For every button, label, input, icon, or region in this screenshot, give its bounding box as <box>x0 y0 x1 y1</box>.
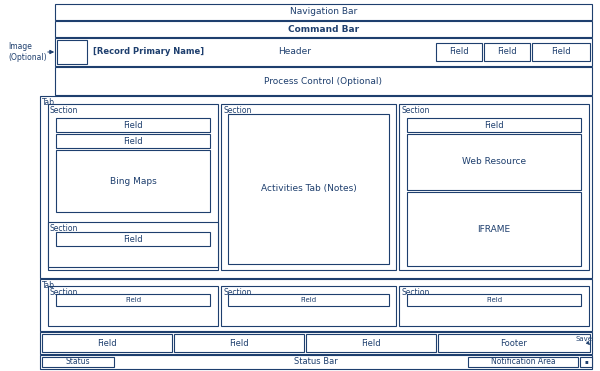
Bar <box>40 355 592 369</box>
Text: Save: Save <box>575 336 592 342</box>
Bar <box>40 279 592 331</box>
Text: Tab: Tab <box>42 281 55 290</box>
Text: Field: Field <box>484 121 504 129</box>
Bar <box>407 192 581 266</box>
Bar <box>306 334 436 352</box>
Bar <box>56 118 210 132</box>
Bar <box>56 134 210 148</box>
Bar <box>532 43 590 61</box>
Bar <box>228 294 389 306</box>
Text: Field: Field <box>125 297 141 303</box>
Bar <box>55 21 592 37</box>
Text: Field: Field <box>123 137 143 145</box>
Bar <box>40 332 592 354</box>
Text: Field: Field <box>123 121 143 129</box>
Text: Process Control (Optional): Process Control (Optional) <box>265 76 383 85</box>
Text: Field: Field <box>301 297 317 303</box>
Text: Section: Section <box>223 288 251 297</box>
Bar <box>399 104 589 270</box>
Bar <box>56 150 210 212</box>
Text: Navigation Bar: Navigation Bar <box>290 7 357 16</box>
Text: Section: Section <box>50 288 79 297</box>
Bar <box>221 104 396 270</box>
Text: Field: Field <box>449 47 469 56</box>
Text: Bing Maps: Bing Maps <box>110 177 157 186</box>
Bar <box>42 357 114 367</box>
Text: Field: Field <box>361 338 381 348</box>
Bar <box>48 286 218 326</box>
Text: Tab: Tab <box>42 98 55 107</box>
Text: Field: Field <box>497 47 517 56</box>
Text: [Record Primary Name]: [Record Primary Name] <box>93 47 204 56</box>
Text: Field: Field <box>123 234 143 243</box>
Text: Notification Area: Notification Area <box>491 358 556 367</box>
Bar <box>399 286 589 326</box>
Text: Section: Section <box>401 288 430 297</box>
Bar <box>55 38 592 66</box>
Bar <box>407 118 581 132</box>
Bar <box>56 294 210 306</box>
Bar <box>56 232 210 246</box>
Bar <box>580 357 592 367</box>
Bar <box>484 43 530 61</box>
Text: Section: Section <box>50 224 79 233</box>
Bar <box>407 294 581 306</box>
Bar <box>48 222 218 267</box>
Text: Command Bar: Command Bar <box>288 24 359 33</box>
Text: Section: Section <box>50 106 79 115</box>
Text: Field: Field <box>97 338 117 348</box>
Bar <box>57 40 87 64</box>
Text: IFRAME: IFRAME <box>478 224 511 233</box>
Bar <box>42 334 172 352</box>
Text: Status Bar: Status Bar <box>294 358 338 367</box>
Text: Section: Section <box>401 106 430 115</box>
Text: Field: Field <box>486 297 502 303</box>
Bar <box>40 96 592 278</box>
Bar <box>438 334 590 352</box>
Bar <box>228 114 389 264</box>
Bar <box>174 334 304 352</box>
Text: Web Resource: Web Resource <box>462 158 526 167</box>
Bar <box>468 357 578 367</box>
Bar <box>48 104 218 270</box>
Bar <box>55 67 592 95</box>
Bar <box>407 134 581 190</box>
Text: Field: Field <box>551 47 571 56</box>
Bar <box>221 286 396 326</box>
Text: Header: Header <box>278 47 311 56</box>
Text: Image
(Optional): Image (Optional) <box>8 42 47 62</box>
Text: Activities Tab (Notes): Activities Tab (Notes) <box>260 184 356 194</box>
Text: ▪: ▪ <box>584 359 588 364</box>
Bar <box>55 4 592 20</box>
Text: Footer: Footer <box>500 338 527 348</box>
Text: Section: Section <box>223 106 251 115</box>
Text: Status: Status <box>65 358 91 367</box>
Bar <box>436 43 482 61</box>
Text: Field: Field <box>229 338 249 348</box>
